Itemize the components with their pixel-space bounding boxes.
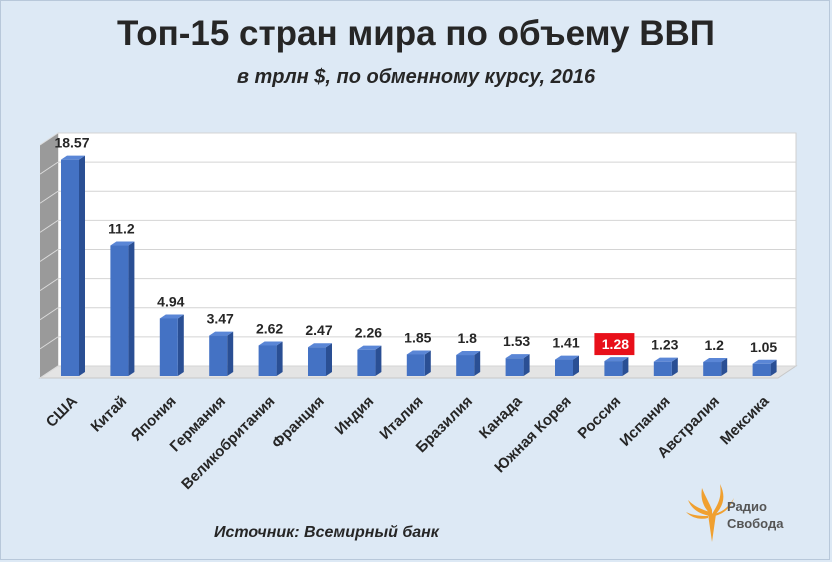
value-label: 1.2 — [704, 337, 724, 353]
gridline-side — [39, 161, 59, 175]
category-label: Франция — [269, 393, 328, 452]
bar-top — [357, 345, 382, 350]
bar-top — [308, 343, 332, 348]
value-label: 18.57 — [54, 135, 89, 151]
category-label: Китай — [88, 393, 131, 436]
bar-top — [752, 359, 777, 364]
bar-side — [128, 241, 135, 376]
bar-top — [406, 350, 431, 355]
bar-side — [375, 345, 382, 376]
category-label: Великобритания — [178, 393, 278, 493]
gridline-side — [39, 219, 59, 233]
highlight-label-bg — [594, 333, 635, 356]
bar — [258, 345, 277, 376]
bar-top — [159, 314, 184, 319]
bar-side — [622, 357, 629, 376]
source-note: Источник: Всемирный банк — [214, 524, 439, 541]
category-label: США — [43, 393, 81, 431]
logo-line-1: Радио — [727, 499, 767, 514]
value-label: 11.2 — [108, 221, 135, 237]
bar-side — [671, 357, 678, 376]
bar-top — [110, 241, 135, 246]
bar — [456, 355, 475, 376]
value-label: 1.53 — [503, 333, 530, 349]
bar — [752, 363, 771, 376]
bar — [653, 361, 672, 376]
logo-text: Радио Свобода — [727, 498, 783, 532]
bar-top — [653, 357, 678, 362]
gridline-side — [39, 365, 59, 379]
bar-top — [604, 357, 629, 362]
bar-top — [209, 331, 234, 336]
bar — [308, 347, 326, 376]
category-label: Италия — [376, 393, 426, 443]
gridline-side — [39, 249, 59, 262]
bar — [357, 349, 376, 376]
bar-side — [770, 359, 777, 376]
bar — [110, 245, 129, 376]
bar-side — [523, 354, 530, 376]
bar-side — [227, 331, 234, 376]
bar — [209, 335, 228, 376]
chart-title: Топ-15 стран мира по объему ВВП — [117, 14, 715, 53]
value-label: 1.23 — [651, 337, 678, 353]
gridline-side — [39, 278, 59, 292]
bar-side — [79, 155, 85, 376]
bar — [703, 362, 722, 376]
category-label: Россия — [575, 393, 625, 443]
bar-side — [424, 350, 431, 376]
value-label: 2.62 — [256, 320, 283, 336]
bar-side — [177, 314, 184, 376]
value-label: 1.41 — [552, 335, 579, 351]
bar — [505, 358, 524, 376]
bar-side — [326, 343, 332, 376]
value-label: 3.47 — [207, 311, 234, 327]
chart-subtitle: в трлн $, по обменному курсу, 2016 — [236, 66, 596, 88]
bar — [406, 354, 425, 376]
gridline-side — [39, 336, 59, 350]
value-label: 1.85 — [404, 329, 431, 345]
radio-svoboda-flame-icon — [686, 484, 734, 542]
value-label: 4.94 — [157, 293, 184, 309]
bar — [604, 361, 623, 376]
bar — [555, 359, 573, 376]
bar-top — [456, 351, 481, 356]
value-label: 2.47 — [305, 322, 332, 338]
value-label: 1.28 — [602, 336, 629, 352]
bar-top — [258, 341, 283, 346]
gridline-side — [39, 132, 59, 146]
value-label: 2.26 — [355, 325, 382, 341]
bar-side — [573, 355, 579, 376]
bar — [159, 318, 178, 376]
gridline-side — [39, 190, 59, 204]
value-label: 1.05 — [750, 339, 777, 355]
category-label: Мексика — [717, 392, 773, 448]
bar-side — [474, 351, 481, 376]
bar-top — [61, 155, 85, 160]
value-label: 1.8 — [457, 330, 477, 346]
gridline-side — [39, 307, 59, 321]
bar-top — [555, 355, 579, 360]
bar-top — [703, 358, 728, 363]
category-label: Индия — [332, 393, 377, 438]
logo-line-2: Свобода — [727, 516, 784, 531]
bar — [61, 159, 79, 376]
bar-top — [505, 354, 530, 359]
category-label: Канада — [476, 392, 526, 442]
bar-side — [276, 341, 283, 376]
bar-side — [721, 358, 728, 376]
